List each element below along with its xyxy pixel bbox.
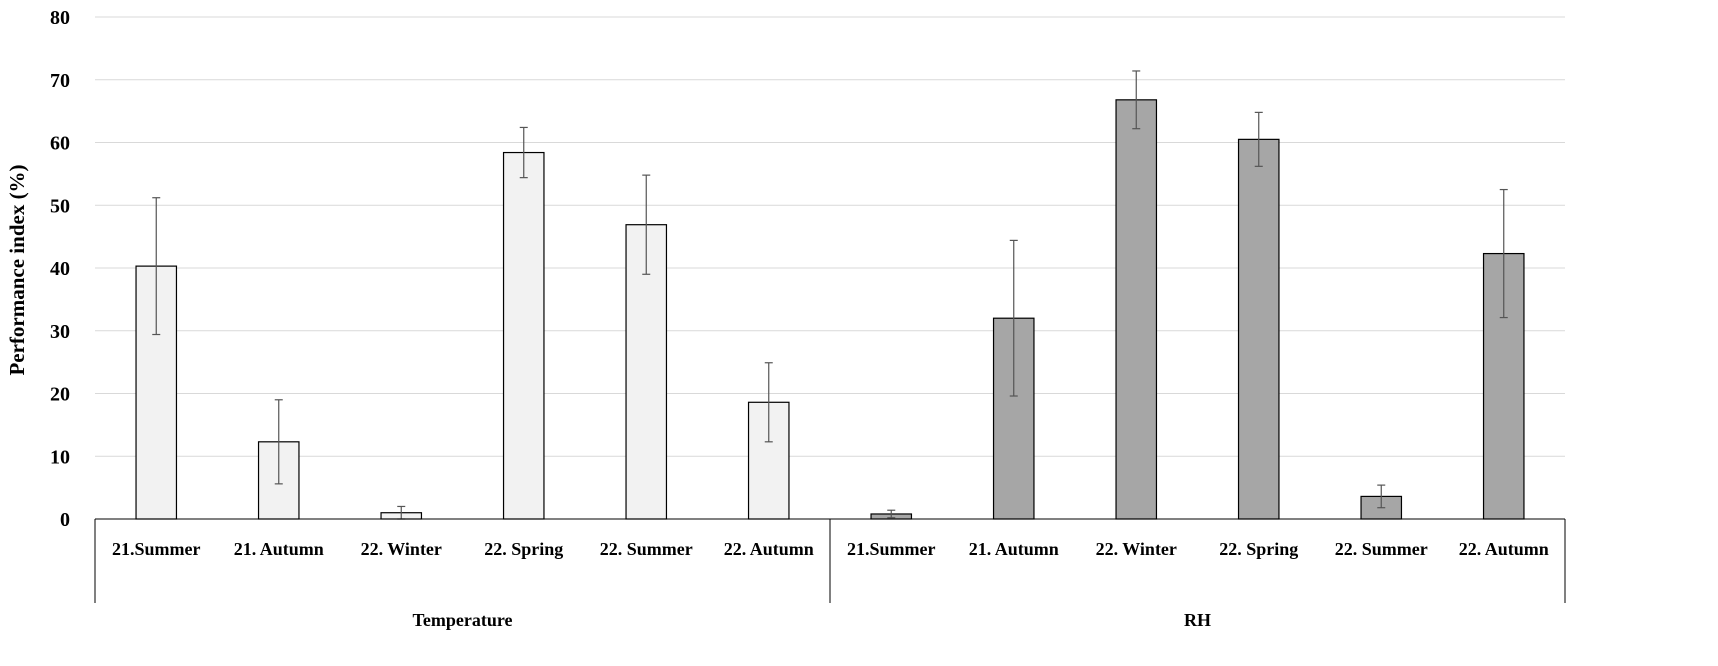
y-tick-label: 30 <box>50 321 70 343</box>
labels: 0 10 20 30 40 50 60 70 80 21.Summer 21. Autumn 22. … <box>50 7 1549 630</box>
bar <box>1237 138 1280 520</box>
x-tick-label: 22. Summer <box>1335 539 1428 559</box>
group-label: Temperature <box>413 610 513 630</box>
x-tick-label: 22. Spring <box>1219 539 1298 559</box>
x-tick-label: 22. Summer <box>600 539 693 559</box>
x-tick-label: 22. Winter <box>361 539 442 559</box>
y-tick-label: 80 <box>50 7 70 29</box>
y-tick-label: 0 <box>60 509 70 531</box>
x-tick-label: 22. Autumn <box>724 539 814 559</box>
x-tick-label: 21. Autumn <box>969 539 1059 559</box>
bar <box>502 151 545 520</box>
y-tick-label: 40 <box>50 258 70 280</box>
x-tick-label: 21.Summer <box>112 539 201 559</box>
y-axis-label: Performance index (%) <box>5 164 29 375</box>
y-tick-label: 20 <box>50 384 70 406</box>
x-tick-label: 22. Autumn <box>1459 539 1549 559</box>
x-tick-label: 22. Winter <box>1096 539 1177 559</box>
x-tick-label: 22. Spring <box>484 539 563 559</box>
axes <box>94 518 1566 603</box>
x-tick-label: 21. Autumn <box>234 539 324 559</box>
bar <box>1115 99 1158 520</box>
y-tick-label: 10 <box>50 446 70 468</box>
gridlines <box>95 16 1565 457</box>
y-tick-label: 70 <box>50 70 70 92</box>
y-tick-label: 50 <box>50 195 70 217</box>
bar <box>992 317 1035 520</box>
group-label: RH <box>1184 610 1211 630</box>
error-bars <box>152 70 1508 520</box>
x-tick-label: 21.Summer <box>847 539 936 559</box>
y-tick-label: 60 <box>50 133 70 155</box>
